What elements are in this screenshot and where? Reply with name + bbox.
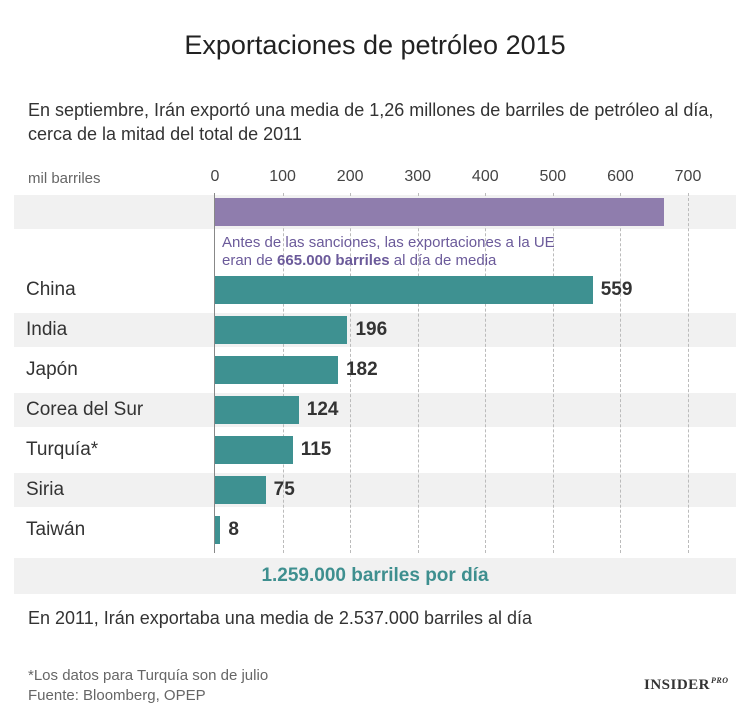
- gridline: [688, 193, 689, 553]
- bar: [215, 396, 299, 424]
- gridline: [485, 193, 487, 553]
- category-label: Corea del Sur: [26, 399, 144, 420]
- y-axis-line: [214, 193, 215, 553]
- category-label: China: [26, 279, 76, 300]
- eu-annotation-suffix: al día de media: [389, 252, 497, 269]
- bar: [215, 316, 348, 344]
- value-label: 8: [228, 519, 239, 540]
- chart-subtitle: En septiembre, Irán exportó una media de…: [28, 100, 714, 144]
- gridline: [620, 193, 622, 553]
- unit-label: mil barriles: [28, 170, 101, 187]
- bar: [215, 356, 338, 384]
- footnote: *Los datos para Turquía son de julio Fue…: [28, 666, 268, 706]
- eu-annotation-prefix: eran de: [222, 252, 278, 269]
- chart-title: Exportaciones de petróleo 2015: [184, 30, 566, 60]
- x-tick-label: 500: [539, 168, 567, 185]
- row-stripe: [14, 313, 736, 347]
- category-label: Japón: [26, 359, 78, 380]
- x-tick-label: 700: [674, 168, 702, 185]
- category-label: Siria: [26, 479, 65, 500]
- insider-pro-logo: INSIDERPRO: [644, 676, 729, 694]
- logo-sup: PRO: [711, 676, 729, 685]
- total-label: 1.259.000 barriles por día: [261, 565, 489, 586]
- eu-annotation-line1: Antes de las sanciones, las exportacione…: [222, 234, 555, 251]
- x-tick-label: 100: [269, 168, 296, 185]
- x-tick-label: 200: [336, 168, 364, 185]
- value-label: 182: [345, 359, 378, 380]
- value-label: 115: [300, 439, 332, 460]
- value-label: 559: [600, 279, 633, 300]
- gridline: [417, 193, 419, 553]
- value-label: 75: [273, 479, 295, 500]
- x-tick-label: 600: [607, 168, 634, 185]
- x-tick-label: 400: [471, 168, 499, 185]
- eu-annotation: Antes de las sanciones, las exportacione…: [222, 234, 602, 270]
- bar: [215, 476, 266, 504]
- value-label: 196: [355, 319, 388, 340]
- logo-main: INSIDER: [644, 677, 711, 693]
- x-tick-label: 0: [210, 168, 220, 185]
- category-label: Turquía*: [26, 439, 99, 460]
- gridline: [552, 193, 554, 553]
- comparison-text: En 2011, Irán exportaba una media de 2.5…: [28, 608, 533, 628]
- bar: [215, 276, 593, 304]
- source-text: Fuente: Bloomberg, OPEP: [28, 687, 206, 704]
- category-label: Taiwán: [26, 519, 86, 540]
- bar: [215, 516, 221, 544]
- row-stripe: [14, 393, 736, 427]
- gridline: [350, 193, 352, 553]
- turkey-footnote: *Los datos para Turquía son de julio: [28, 667, 269, 684]
- category-label: India: [26, 319, 68, 340]
- value-label: 124: [306, 399, 339, 420]
- total-box: [14, 558, 736, 594]
- row-stripe: [14, 473, 736, 507]
- reference-bar-ue: [215, 198, 665, 226]
- bar: [215, 436, 293, 464]
- x-tick-label: 300: [404, 168, 432, 185]
- eu-annotation-value: 665.000 barriles: [277, 252, 390, 269]
